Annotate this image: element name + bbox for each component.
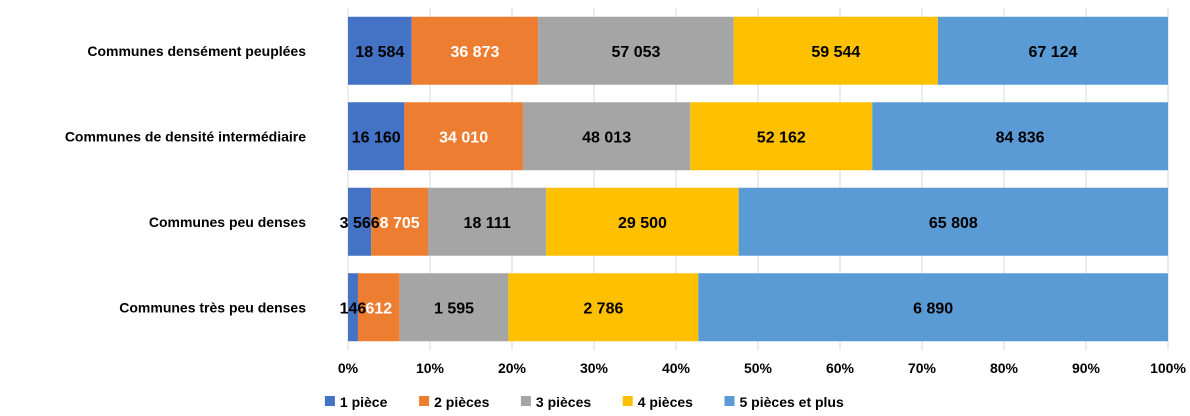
data-label: 6 890 xyxy=(913,300,953,317)
bars xyxy=(348,16,1168,342)
legend-label: 5 pièces et plus xyxy=(740,394,844,410)
legend-swatch xyxy=(520,396,531,406)
data-label: 16 160 xyxy=(352,129,401,146)
legend-label: 3 pièces xyxy=(536,394,591,410)
bar-segment xyxy=(522,102,691,171)
legend-swatch xyxy=(419,396,430,406)
legend-label: 1 pièce xyxy=(340,394,388,410)
bar-segment xyxy=(371,187,429,256)
legend-item: 3 pièces xyxy=(520,394,591,410)
x-tick-label: 30% xyxy=(580,360,609,376)
x-tick-label: 10% xyxy=(416,360,445,376)
bar-segment xyxy=(357,273,400,342)
data-label: 3 566 xyxy=(340,215,380,232)
bar-segment xyxy=(546,187,739,256)
bar-segment xyxy=(348,16,412,85)
data-label: 65 808 xyxy=(929,215,978,232)
category-labels: Communes densément peuplées Communes de d… xyxy=(65,43,306,316)
data-label: 8 705 xyxy=(380,215,420,232)
data-label: 1 595 xyxy=(434,300,474,317)
data-labels: 18 584 36 873 57 053 59 544 67 124 16 160 34 0… xyxy=(340,44,1078,318)
bar-segment xyxy=(690,102,873,171)
bar-segment xyxy=(733,16,938,85)
bar-segment xyxy=(404,102,523,171)
bar-segment xyxy=(348,187,372,256)
bar-segment xyxy=(538,16,734,85)
data-label: 2 786 xyxy=(583,300,623,317)
legend-swatch xyxy=(324,396,335,406)
data-label: 48 013 xyxy=(582,129,631,146)
bar-segment xyxy=(738,187,1168,256)
data-label: 36 873 xyxy=(450,44,499,61)
bar-segment xyxy=(348,102,405,171)
category-label: Communes densément peuplées xyxy=(87,43,306,59)
x-tick-label: 40% xyxy=(662,360,691,376)
data-label: 29 500 xyxy=(618,215,667,232)
bar-segment xyxy=(508,273,699,342)
legend-item: 4 pièces xyxy=(622,394,693,410)
data-label: 34 010 xyxy=(439,129,488,146)
bar-segment xyxy=(428,187,547,256)
legend-swatch xyxy=(622,396,633,406)
bar-segment xyxy=(399,273,509,342)
bar-segment xyxy=(937,16,1168,85)
legend-swatch xyxy=(724,396,735,406)
x-tick-label: 70% xyxy=(908,360,937,376)
legend: 1 pièce 2 pièces 3 pièces 4 pièces 5 pièces … xyxy=(324,394,844,410)
data-label: 57 053 xyxy=(611,44,660,61)
x-tick-label: 20% xyxy=(498,360,527,376)
category-label: Communes très peu denses xyxy=(119,299,306,315)
category-label: Communes de densité intermédiaire xyxy=(65,128,306,144)
x-tick-label: 60% xyxy=(826,360,855,376)
legend-item: 5 pièces et plus xyxy=(724,394,844,410)
legend-item: 2 pièces xyxy=(419,394,490,410)
data-label: 59 544 xyxy=(811,44,860,61)
data-label: 52 162 xyxy=(757,129,806,146)
data-label: 18 111 xyxy=(464,215,511,232)
bar-segment xyxy=(872,102,1168,171)
bar-segment xyxy=(411,16,539,85)
x-tick-label: 0% xyxy=(338,360,359,376)
x-tick-label: 80% xyxy=(990,360,1019,376)
x-tick-label: 100% xyxy=(1150,360,1186,376)
data-label: 146 xyxy=(340,300,367,317)
bar-segment xyxy=(698,273,1168,342)
data-label: 84 836 xyxy=(996,129,1045,146)
legend-label: 2 pièces xyxy=(434,394,489,410)
legend-label: 4 pièces xyxy=(638,394,693,410)
x-tick-label: 90% xyxy=(1072,360,1101,376)
x-tick-label: 50% xyxy=(744,360,773,376)
category-label: Communes peu denses xyxy=(149,214,306,230)
legend-item: 1 pièce xyxy=(324,394,388,410)
data-label: 67 124 xyxy=(1028,44,1077,61)
bar-segment xyxy=(348,273,358,342)
data-label: 18 584 xyxy=(355,44,404,61)
data-label: 612 xyxy=(365,300,392,317)
x-tick-labels: 0% 10% 20% 30% 40% 50% 60% 70% 80% 90% 100% xyxy=(338,360,1187,376)
